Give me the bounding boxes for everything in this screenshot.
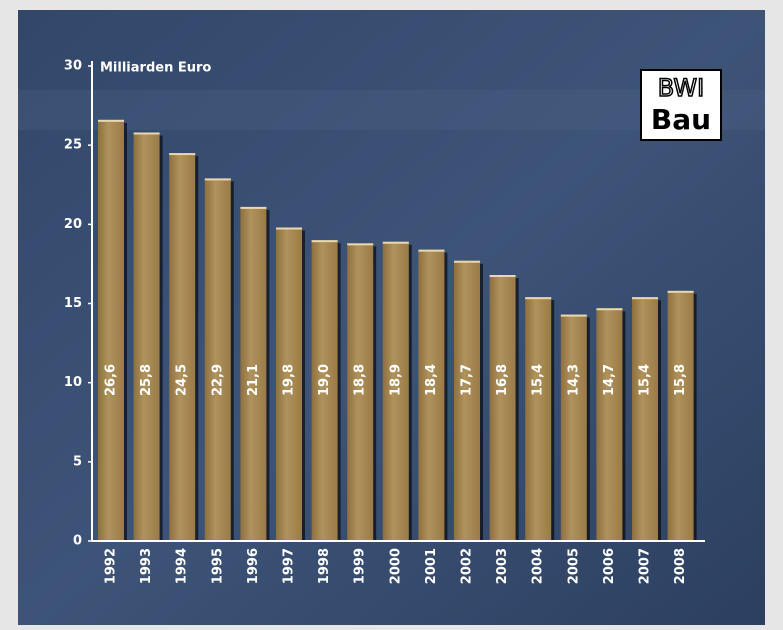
x-tick-label: 2008 <box>673 548 688 584</box>
logo-text: Bau <box>651 103 711 136</box>
value-label: 17,7 <box>460 364 475 396</box>
bar-top <box>525 297 551 299</box>
bar <box>596 308 622 541</box>
value-label: 18,9 <box>388 364 403 396</box>
value-label: 14,7 <box>602 364 617 396</box>
logo: BWI Bau <box>641 70 721 140</box>
value-label: 21,1 <box>246 364 261 396</box>
y-tick-label: 30 <box>64 59 82 74</box>
value-label: 19,8 <box>282 364 297 396</box>
x-tick-label: 2002 <box>460 548 475 584</box>
x-tick-label: 1998 <box>317 548 332 584</box>
bar <box>205 178 231 541</box>
logo-text: BWI <box>658 74 704 102</box>
x-tick-label: 1994 <box>175 548 190 584</box>
bar <box>632 297 658 541</box>
value-label: 16,8 <box>495 364 510 396</box>
x-tick-label: 2001 <box>424 548 439 584</box>
x-tick-label: 2003 <box>495 548 510 584</box>
value-label: 26,6 <box>104 364 119 396</box>
x-tick-label: 1999 <box>353 548 368 584</box>
y-tick-label: 20 <box>64 217 82 232</box>
bar <box>525 297 551 541</box>
x-tick-label: 1995 <box>210 548 225 584</box>
x-tick-label: 1992 <box>104 548 119 584</box>
bar <box>668 291 694 541</box>
x-tick-label: 1993 <box>139 548 154 584</box>
value-label: 18,4 <box>424 364 439 396</box>
bar-top <box>561 315 587 317</box>
value-label: 14,3 <box>566 364 581 396</box>
y-tick-label: 0 <box>73 534 82 549</box>
bar-top <box>98 120 124 122</box>
y-axis-label: Milliarden Euro <box>100 61 211 76</box>
value-label: 15,4 <box>531 364 546 396</box>
y-tick-label: 15 <box>64 296 82 311</box>
value-label: 18,8 <box>353 364 368 396</box>
value-label: 15,4 <box>638 364 653 396</box>
bar-top <box>632 297 658 299</box>
bar-top <box>134 133 160 135</box>
bar-top <box>668 291 694 293</box>
bar <box>134 133 160 542</box>
chart: Milliarden Euro BWI Bau 0 5 10 15 20 25 30 26,6… <box>0 0 783 630</box>
bar-top <box>169 153 195 155</box>
bar-top <box>240 207 266 209</box>
bar-top <box>454 261 480 263</box>
x-tick-label: 2004 <box>531 548 546 584</box>
bar-top <box>418 250 444 252</box>
bar <box>561 315 587 541</box>
value-label: 24,5 <box>175 364 190 396</box>
x-tick-label: 2005 <box>566 548 581 584</box>
bar-top <box>383 242 409 244</box>
x-tick-label: 2006 <box>602 548 617 584</box>
y-tick-label: 5 <box>73 454 82 469</box>
bar-top <box>490 275 516 277</box>
bar-top <box>276 228 302 230</box>
bar-top <box>596 308 622 310</box>
bar-top <box>347 243 373 245</box>
bar-top <box>205 178 231 180</box>
y-tick-label: 25 <box>64 138 82 153</box>
x-tick-label: 2007 <box>638 548 653 584</box>
y-tick-label: 10 <box>64 375 82 390</box>
value-label: 19,0 <box>317 364 332 396</box>
bar <box>98 120 124 541</box>
x-tick-label: 1996 <box>246 548 261 584</box>
x-tick-label: 2000 <box>388 548 403 584</box>
bar <box>490 275 516 541</box>
x-tick-label: 1997 <box>282 548 297 584</box>
page: {"chart_data": {"type": "bar", "y_axis_l… <box>0 0 783 630</box>
bar <box>454 261 480 541</box>
value-label: 25,8 <box>139 364 154 396</box>
bar <box>169 153 195 541</box>
bar-top <box>312 240 338 242</box>
value-label: 15,8 <box>673 364 688 396</box>
value-label: 22,9 <box>210 364 225 396</box>
